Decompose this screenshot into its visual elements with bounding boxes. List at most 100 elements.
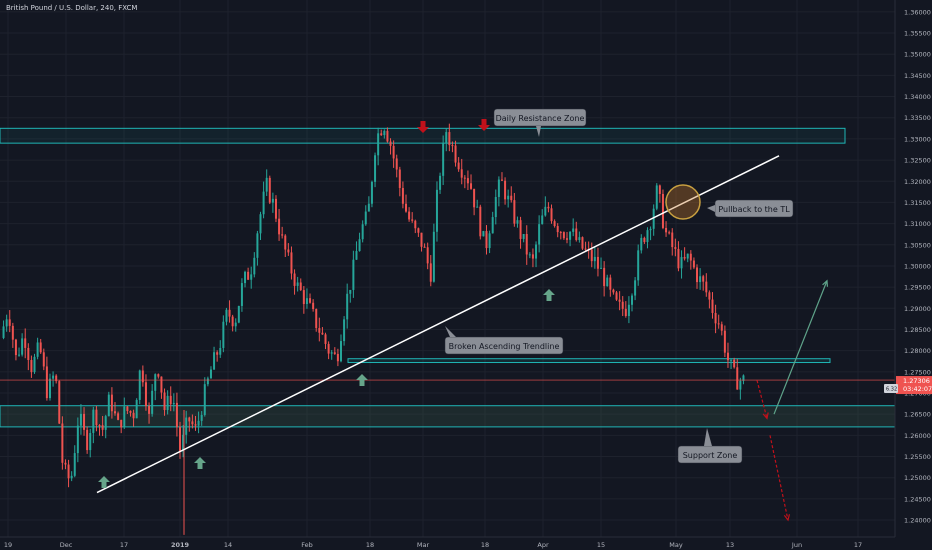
price-tick-label: 1.28500 (904, 326, 931, 334)
time-tick-label: 15 (597, 541, 605, 549)
time-axis[interactable]: 19 Dec 17 2019 14 Feb 18 Mar 18 Apr 15 May 13 Jun 17 (0, 536, 932, 550)
annotation-box (444, 336, 564, 355)
candle-body (2, 326, 5, 338)
candle-body (120, 419, 123, 428)
candle-body (5, 319, 8, 327)
candle-body (519, 220, 522, 239)
candle-body (494, 196, 497, 218)
candle-body (510, 195, 513, 201)
candle-body (593, 256, 596, 262)
candle-body (290, 252, 293, 274)
zones (0, 127, 932, 428)
price-tick-label: 1.26000 (904, 432, 931, 440)
candle-body (355, 251, 358, 260)
candle-body (305, 298, 308, 305)
candle-body (296, 282, 299, 286)
candle-body (27, 347, 30, 361)
price-tick-label: 1.26500 (904, 411, 931, 419)
price-tick-label: 1.31500 (904, 199, 931, 207)
time-tick-label: 18 (366, 541, 374, 549)
candle-body (717, 323, 720, 325)
price-tick-label: 1.32000 (904, 178, 931, 186)
candle-body (203, 384, 206, 415)
candle-body (129, 411, 132, 413)
candle-body (21, 338, 24, 355)
candle-body (52, 375, 55, 379)
candle-body (485, 231, 488, 249)
candle-body (33, 356, 36, 373)
candle-body (627, 304, 630, 317)
candle-body (141, 370, 144, 383)
side-badge-label: 6.32 (886, 387, 897, 393)
candle-body (550, 208, 553, 222)
candle-body (401, 188, 404, 204)
candle-body (615, 292, 618, 300)
candle-body (228, 309, 231, 317)
price-tick-label: 1.31000 (904, 220, 931, 228)
time-tick-label: 18 (481, 541, 489, 549)
candle-body (182, 434, 185, 452)
chart-title: British Pound / U.S. Dollar, 240, FXCM (6, 4, 138, 12)
candle-body (426, 247, 429, 264)
candle-body (154, 374, 157, 391)
candle-body (528, 254, 531, 256)
ascending-trendline (96, 155, 780, 494)
candle-body (92, 409, 95, 434)
candle-body (584, 248, 587, 250)
candle-body (454, 145, 457, 163)
current-price-label: 1.27306 (903, 377, 930, 385)
price-tick-label: 1.35000 (904, 51, 931, 59)
candle-body (293, 273, 296, 286)
candle-body (414, 220, 417, 229)
candle-body (500, 179, 503, 181)
candle-body (420, 232, 423, 247)
candle-body (194, 424, 197, 426)
price-tick-label: 1.25000 (904, 474, 931, 482)
candle-body (466, 178, 469, 184)
candle-body (83, 413, 86, 430)
candle-body (683, 257, 686, 259)
candle-body (541, 215, 544, 225)
candle-body (73, 453, 76, 476)
candle-body (364, 211, 367, 225)
candle-body (8, 319, 11, 326)
candle-body (67, 464, 70, 479)
candle-body (287, 249, 290, 253)
candle-body (680, 257, 683, 269)
candles (0, 123, 895, 535)
candle-body (429, 263, 432, 282)
candle-body (692, 260, 695, 268)
annotation-text: Support Zone (683, 451, 738, 460)
candle-body (668, 232, 671, 234)
candle-body (175, 402, 178, 428)
candle-body (665, 227, 668, 233)
candle-body (572, 228, 575, 232)
candle-body (14, 339, 17, 356)
candle-body (302, 290, 305, 305)
candle-body (336, 353, 339, 362)
candle-body (104, 416, 107, 430)
candle-body (216, 352, 219, 355)
side-badge (884, 384, 898, 394)
candle-body (24, 338, 27, 348)
candle-body (315, 309, 318, 329)
candle-body (556, 226, 559, 233)
projection-arrow (756, 380, 768, 419)
annotation-tail (445, 326, 456, 337)
candle-body (451, 145, 454, 147)
candle-body (603, 267, 606, 287)
candle-body (445, 132, 448, 143)
candle-body (30, 360, 33, 373)
price-axis[interactable]: 1.36000 1.35500 1.35000 1.34500 1.34000 1.335… (884, 0, 932, 550)
projection-arrow-head (762, 412, 769, 420)
pullback-circle (665, 184, 701, 220)
candle-body (191, 421, 194, 425)
candle-body (244, 271, 247, 284)
time-axis-bg (0, 537, 932, 550)
candle-body (160, 376, 163, 393)
candle-body (274, 198, 277, 219)
price-tick-label: 1.24500 (904, 495, 931, 503)
candle-body (234, 322, 237, 327)
price-tick-label: 1.30000 (904, 262, 931, 270)
